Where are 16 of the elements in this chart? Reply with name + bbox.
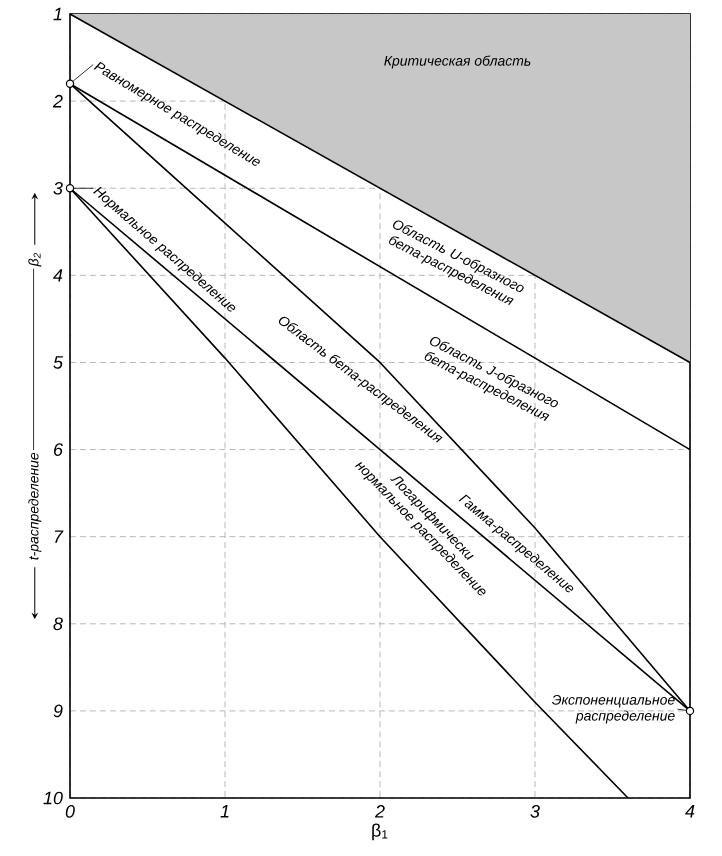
- x-tick-label: 4: [685, 805, 695, 818]
- x-tick-label: 2: [374, 805, 385, 818]
- y-tick-label: 10: [43, 791, 63, 805]
- y-tick-label: 5: [53, 356, 64, 369]
- y-tick-label: 4: [53, 269, 63, 282]
- y-tick-label: 3: [53, 181, 63, 195]
- y-tick-label: 2: [52, 94, 63, 108]
- y-tick-label: 6: [53, 443, 63, 456]
- y-tick-label: 7: [54, 530, 64, 543]
- x-tick-label: 0: [65, 805, 75, 818]
- x-axis-title: β$_{1}$: [372, 823, 388, 841]
- y-tick-label: 9: [53, 704, 63, 718]
- y-tick-label: 1: [53, 7, 62, 21]
- x-tick-label: 1: [220, 805, 229, 818]
- y-tick-label: 8: [53, 617, 63, 631]
- x-tick-label: 3: [530, 805, 540, 818]
